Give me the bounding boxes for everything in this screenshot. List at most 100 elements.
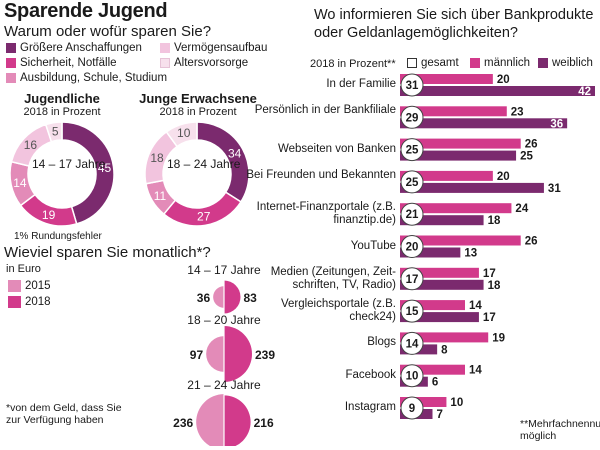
bar-category-label: Instagram	[344, 401, 396, 413]
bar-circle-gesamt	[400, 235, 424, 258]
legend-swatch	[160, 58, 170, 68]
monthly-half-2015	[196, 394, 224, 446]
donut-value-label: 10	[177, 126, 191, 140]
bar-category-label: Bei Freunden und Bekannten	[246, 168, 396, 181]
bar-circle-gesamt	[400, 73, 424, 97]
monthly-half-2018	[224, 326, 252, 382]
donut-subtitle-2: 2018 in Prozent	[159, 106, 237, 118]
bar-category-label: In der Familie	[326, 78, 396, 90]
bar-value-weiblich: 25	[520, 151, 533, 163]
donut-value-label: 14	[13, 176, 27, 190]
legend-item: gesamt	[407, 57, 459, 69]
bar-value-gesamt: 29	[406, 112, 419, 124]
bar-value-weiblich: 18	[488, 215, 501, 227]
bar-value-maennlich: 26	[525, 139, 538, 151]
monthly-chart: 14 – 17 Jahre 36 83 18 – 20 Jahre 97 239 21 – …	[173, 263, 275, 446]
legend-item: 2018	[8, 296, 51, 308]
legend-label: Altersvorsorge	[174, 57, 249, 69]
bar-value-gesamt: 31	[406, 80, 419, 92]
legend-swatch	[8, 296, 21, 308]
bar-value-gesamt: 25	[406, 177, 419, 189]
bar-circle-gesamt	[400, 299, 424, 323]
bar-value-weiblich: 42	[578, 86, 591, 98]
legend-swatch	[160, 43, 170, 53]
legend-swatch	[6, 58, 16, 68]
bar-maennlich	[400, 170, 493, 181]
bar-weiblich	[400, 215, 484, 226]
legend-swatch	[538, 58, 548, 68]
monthly-category-label: 14 – 17 Jahre	[187, 263, 261, 277]
donut-slice	[44, 121, 63, 143]
legend-label: 2015	[25, 280, 51, 292]
bar-maennlich	[400, 364, 465, 375]
legend-item: männlich	[470, 57, 530, 69]
monthly-half-2015	[213, 286, 224, 308]
monthly-category-label: 18 – 20 Jahre	[187, 313, 261, 327]
info-bars: 2042312336292625252031252418212613201718…	[400, 73, 595, 421]
bar-circle-gesamt	[400, 396, 424, 420]
donut-charts: 45 19 14 16 5 34 27 11 18 10	[9, 121, 250, 227]
rounding-footnote: 1% Rundungsfehler	[14, 231, 102, 242]
bar-value-weiblich: 36	[550, 118, 563, 130]
legend-label: Größere Anschaffungen	[20, 42, 142, 54]
bar-value-maennlich: 19	[492, 332, 505, 344]
legend-item: Größere Anschaffungen	[6, 42, 142, 54]
bar-weiblich	[400, 86, 595, 96]
bar-maennlich	[400, 74, 493, 84]
bar-category-label: Medien (Zeitungen, Zeit-schriften, TV, R…	[270, 265, 396, 291]
bar-category-label: Webseiten von Banken	[277, 142, 396, 155]
donut-value-label: 11	[154, 189, 167, 203]
monthly-category-label: 21 – 24 Jahre	[187, 378, 261, 392]
right-footnote: **Mehrfachnennung möglich	[520, 418, 600, 442]
bar-value-maennlich: 24	[515, 203, 528, 215]
bar-maennlich	[400, 235, 521, 246]
donut-value-label: 18	[150, 151, 164, 165]
bar-value-gesamt: 17	[406, 274, 419, 286]
monthly-circles: 14 – 17 Jahre 36 83 18 – 20 Jahre 97 239 21 – …	[173, 263, 275, 446]
bar-value-gesamt: 10	[406, 371, 419, 383]
legend-label: gesamt	[421, 57, 459, 69]
info-bar-chart: 2042312336292625252031252418212613201718…	[400, 73, 595, 421]
bar-value-maennlich: 14	[469, 300, 482, 312]
monthly-unit: in Euro	[6, 263, 41, 275]
bar-value-weiblich: 18	[488, 280, 501, 292]
bar-value-gesamt: 14	[406, 338, 419, 350]
legend-swatch	[8, 280, 21, 292]
bar-weiblich	[400, 279, 484, 290]
legend-item: Ausbildung, Schule, Studium	[6, 72, 167, 84]
bar-value-maennlich: 17	[483, 268, 496, 280]
bar-category-label: Persönlich in der Bankfiliale	[254, 104, 396, 117]
bar-category-label: Vergleichsportale (z.B. check24)	[280, 298, 396, 324]
monthly-value-2015: 236	[173, 416, 193, 430]
bar-maennlich	[400, 300, 465, 311]
right-question: Wo informieren Sie sich über Bankprodukt…	[314, 7, 594, 41]
bar-value-maennlich: 20	[497, 74, 510, 86]
bar-weiblich	[400, 118, 568, 129]
legend-swatch	[6, 73, 16, 83]
bar-circle-gesamt	[400, 138, 424, 162]
donut-slice	[165, 121, 198, 148]
monthly-half-2018	[224, 395, 251, 446]
bar-value-weiblich: 17	[483, 312, 496, 324]
bar-value-maennlich: 23	[511, 106, 524, 118]
legend-swatch	[407, 58, 417, 68]
bar-value-gesamt: 15	[406, 306, 419, 318]
legend-label: Vermögensaufbau	[174, 42, 268, 54]
bar-weiblich	[400, 150, 517, 161]
bar-category-label: Internet-Finanzportale (z.B. finanztip.d…	[256, 201, 396, 227]
right-subtitle: 2018 in Prozent**	[310, 58, 396, 70]
bar-value-maennlich: 10	[450, 397, 463, 409]
legend-item: 2015	[8, 280, 51, 292]
legend-item: Sicherheit, Notfälle	[6, 57, 117, 69]
bar-circle-gesamt	[400, 364, 424, 388]
bar-circle-gesamt	[400, 331, 424, 355]
left-question: Warum oder wofür sparen Sie?	[4, 23, 212, 40]
monthly-value-2015: 36	[197, 291, 211, 305]
bar-circle-gesamt	[400, 105, 424, 129]
monthly-value-2018: 83	[244, 291, 258, 305]
donut-title-2: Junge Erwachsene	[139, 91, 257, 106]
bar-value-gesamt: 21	[406, 209, 419, 221]
bar-circle-gesamt	[400, 202, 424, 226]
legend-item: weiblich	[538, 57, 593, 69]
bar-category-label: Facebook	[345, 368, 396, 381]
